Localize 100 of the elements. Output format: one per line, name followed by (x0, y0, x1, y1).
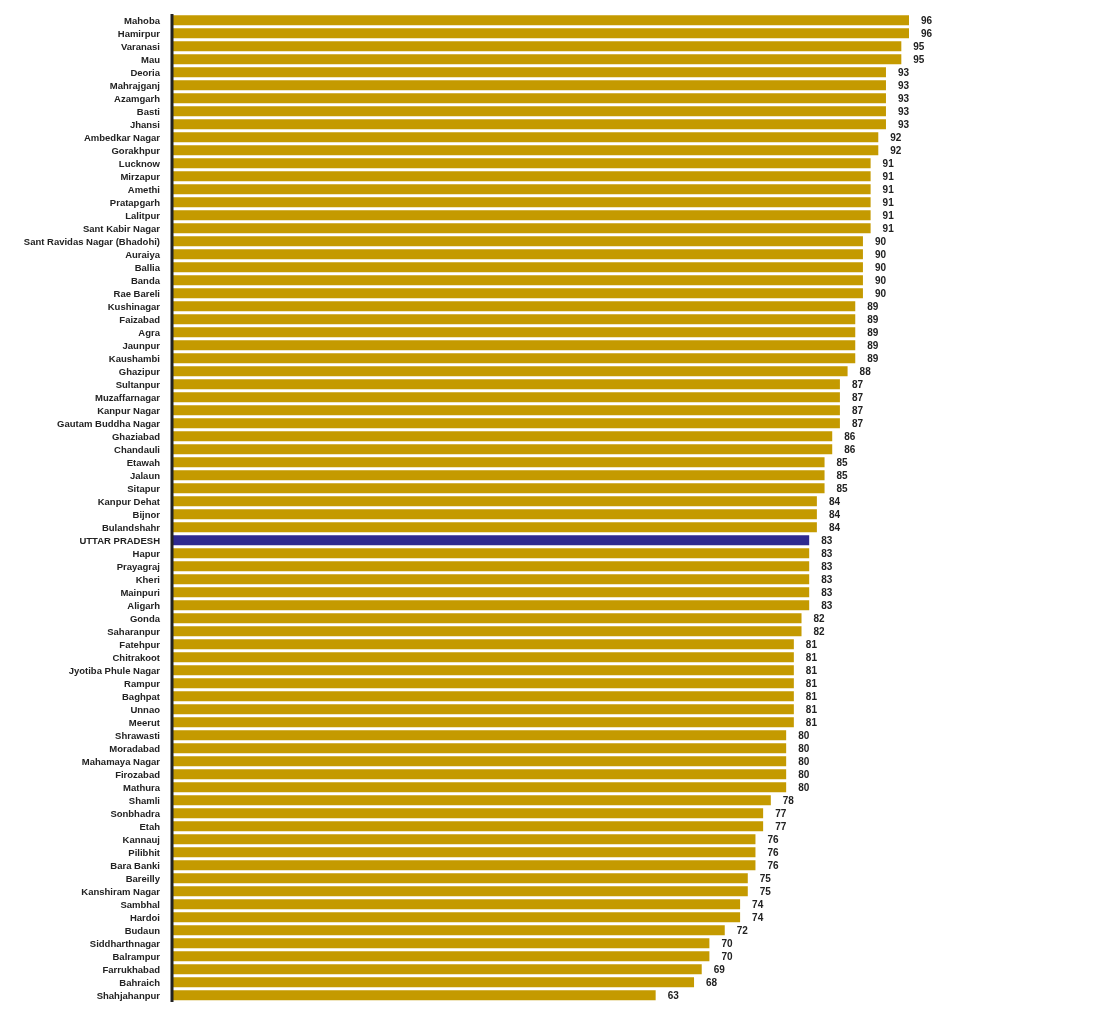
y-tick-label: Jhansi (129, 118, 160, 130)
data-label: 89 (867, 326, 879, 338)
bar (172, 743, 787, 754)
bar (172, 639, 794, 650)
data-label: 86 (844, 443, 856, 455)
y-tick-label: Chitrakoot (112, 651, 161, 663)
y-tick-label: Mathura (123, 781, 161, 793)
bar (172, 483, 825, 494)
data-label: 91 (882, 196, 895, 208)
y-tick-label: Mau (141, 53, 161, 65)
data-label: 90 (874, 235, 887, 247)
data-label: 87 (851, 417, 864, 429)
bar (172, 509, 817, 520)
data-label: 82 (813, 625, 826, 637)
y-tick-label: Prayagraj (116, 560, 160, 572)
y-tick-label: Sant Kabir Nagar (82, 222, 161, 234)
bar (172, 249, 863, 260)
bar (172, 951, 710, 962)
bar (172, 288, 863, 299)
data-label: 91 (882, 170, 895, 182)
bar (172, 587, 810, 598)
data-label: 90 (874, 287, 887, 299)
data-label: 88 (859, 365, 872, 377)
data-label: 70 (721, 950, 733, 962)
data-label: 81 (805, 677, 818, 689)
y-tick-label: Shrawasti (115, 729, 160, 741)
bar (172, 652, 794, 663)
data-label: 92 (890, 131, 902, 143)
bar (172, 704, 794, 715)
y-tick-label: Bareilly (125, 872, 161, 884)
bar (172, 132, 879, 143)
data-label: 91 (882, 157, 895, 169)
data-label: 80 (798, 755, 810, 767)
y-tick-label: Pilibhit (128, 846, 161, 858)
data-label: 74 (752, 911, 764, 923)
bar (172, 197, 871, 208)
data-label: 69 (713, 963, 726, 975)
bar (172, 171, 871, 182)
data-label: 63 (667, 989, 680, 1001)
y-tick-label: Ambedkar Nagar (83, 131, 161, 143)
y-tick-label: Muzaffarnagar (95, 391, 161, 403)
bar (172, 561, 810, 572)
y-tick-label: Saharanpur (107, 625, 161, 637)
data-label: 78 (782, 794, 795, 806)
data-label: 91 (882, 183, 895, 195)
y-tick-label: Aligarh (127, 599, 161, 611)
bar (172, 808, 764, 819)
bar (172, 28, 909, 39)
bar (172, 210, 871, 221)
data-label: 76 (767, 833, 780, 845)
y-tick-label: Farrukhabad (102, 963, 161, 975)
y-tick-label: Hapur (132, 547, 161, 559)
bar (172, 405, 840, 416)
bar (172, 158, 871, 169)
data-label: 93 (897, 92, 910, 104)
bar (172, 873, 748, 884)
bar (172, 613, 802, 624)
data-label: 89 (867, 313, 879, 325)
y-tick-label: Mahamaya Nagar (81, 755, 161, 767)
bar (172, 67, 886, 78)
bar (172, 977, 695, 988)
y-tick-label: Shahjahanpur (96, 989, 161, 1001)
bar (172, 470, 825, 481)
data-label: 77 (775, 820, 787, 832)
data-label: 80 (798, 729, 810, 741)
y-tick-label: Amethi (127, 183, 160, 195)
bar (172, 41, 902, 52)
bar (172, 717, 794, 728)
y-tick-label: Fatehpur (119, 638, 161, 650)
bar (172, 119, 886, 130)
y-tick-label: Sant Ravidas Nagar (Bhadohi) (23, 235, 160, 247)
y-tick-label: Baghpat (122, 690, 161, 702)
data-label: 86 (844, 430, 856, 442)
bar (172, 262, 863, 273)
bar (172, 457, 825, 468)
data-label: 81 (805, 638, 818, 650)
y-tick-label: Lalitpur (125, 209, 161, 221)
data-label: 92 (890, 144, 902, 156)
data-label: 81 (805, 703, 818, 715)
data-label: 80 (798, 768, 810, 780)
y-tick-label: Ghaziabad (111, 430, 161, 442)
y-tick-label: Basti (136, 105, 160, 117)
bar (172, 93, 886, 104)
y-tick-label: Rampur (124, 677, 161, 689)
bar (172, 756, 787, 767)
bar (172, 548, 810, 559)
data-label: 93 (897, 118, 910, 130)
y-tick-label: Kanpur Dehat (97, 495, 161, 507)
data-label: 85 (836, 482, 849, 494)
data-label: 90 (874, 248, 887, 260)
data-label: 90 (874, 274, 887, 286)
y-tick-label: Banda (130, 274, 161, 286)
y-tick-label: Mirzapur (120, 170, 161, 182)
y-tick-label: Hamirpur (117, 27, 161, 39)
y-tick-label: Kushinagar (107, 300, 161, 312)
data-label: 85 (836, 469, 849, 481)
data-label: 75 (759, 885, 772, 897)
y-tick-label: Agra (138, 326, 161, 338)
bar (172, 912, 741, 923)
y-tick-label: Shamli (128, 794, 160, 806)
